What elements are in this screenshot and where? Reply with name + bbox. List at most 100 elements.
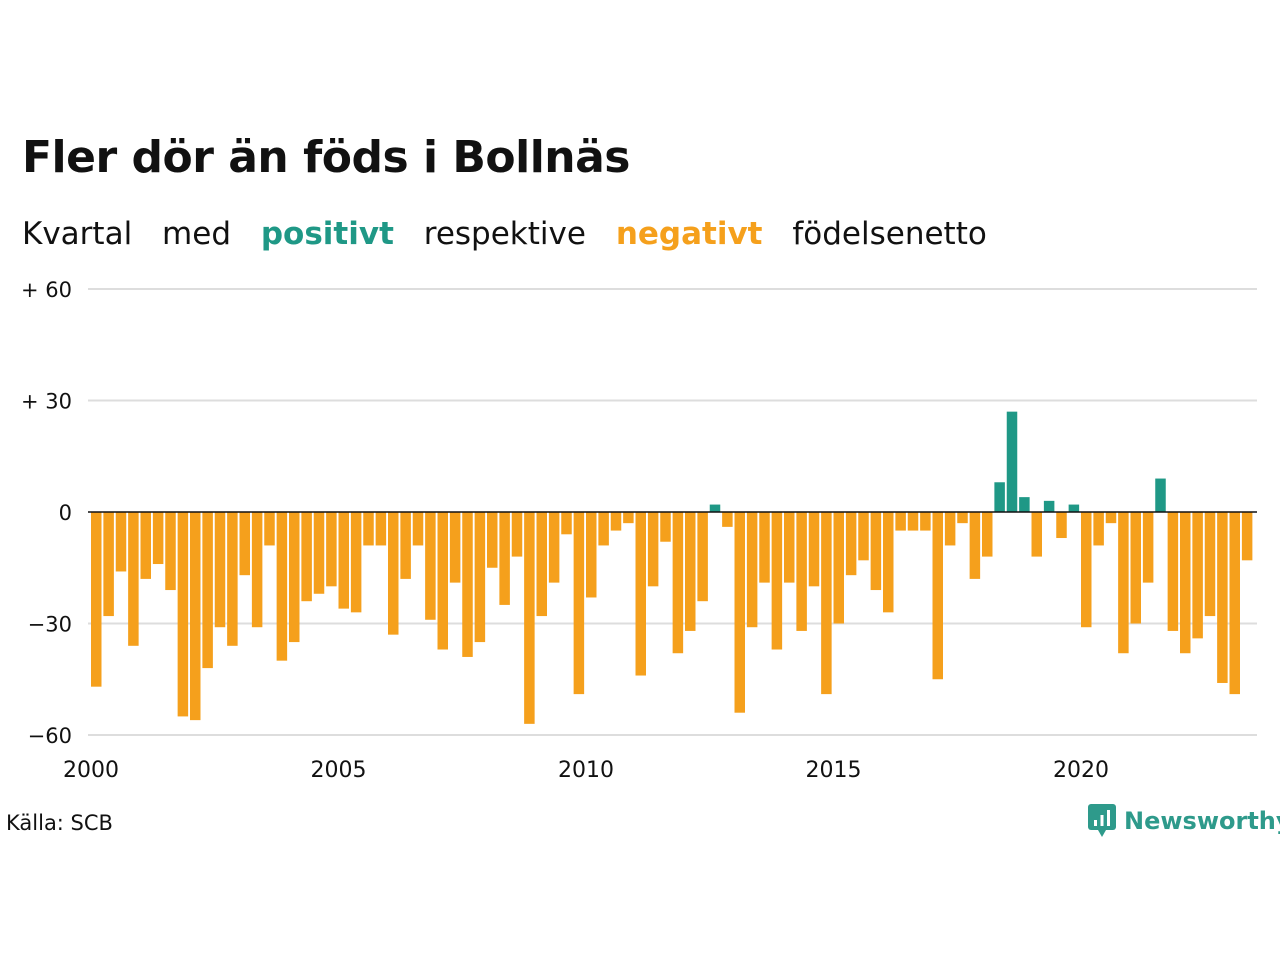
bar: [1241, 512, 1253, 561]
bar: [462, 512, 473, 657]
bar: [251, 512, 263, 628]
bar: [1155, 478, 1166, 512]
bar: [808, 512, 820, 587]
bar: [289, 512, 300, 643]
bar: [1056, 512, 1067, 539]
y-tick-label: + 60: [21, 278, 72, 302]
bar: [685, 512, 696, 631]
bar: [548, 512, 560, 583]
bar: [536, 512, 547, 617]
bar: [363, 512, 374, 546]
subtitle-respektive: respektive: [423, 216, 586, 252]
bar: [103, 512, 114, 617]
bar: [152, 512, 164, 565]
chart-title: Fler dör än föds i Bollnäs: [22, 132, 630, 183]
bar: [190, 512, 201, 721]
bar: [1142, 512, 1154, 583]
source-note: Källa: SCB: [6, 811, 113, 835]
x-tick-label: 2005: [311, 758, 367, 783]
bar: [449, 512, 461, 583]
bar: [425, 512, 436, 620]
bar: [375, 512, 387, 546]
bar: [722, 512, 733, 527]
bar: [326, 512, 337, 587]
bar: [821, 512, 832, 695]
bar: [313, 512, 325, 594]
y-tick-label: −30: [28, 613, 72, 637]
bar: [845, 512, 857, 576]
bar: [771, 512, 783, 650]
bar: [128, 512, 139, 646]
newsworthy-logo: Newsworthy: [1088, 804, 1280, 838]
bar: [474, 512, 486, 643]
bar: [1130, 512, 1141, 624]
bar: [895, 512, 906, 531]
bar: [907, 512, 919, 531]
bar: [1068, 504, 1080, 512]
bar: [672, 512, 684, 654]
bar: [239, 512, 250, 576]
bar: [338, 512, 349, 609]
bar: [734, 512, 745, 713]
bar: [264, 512, 275, 546]
bar: [920, 512, 931, 531]
bar: [227, 512, 238, 646]
bar: [1105, 512, 1117, 524]
bar: [623, 512, 634, 524]
subtitle-positive-word: positivt: [260, 216, 394, 252]
subtitle-fodelsenetto: födelsenetto: [792, 216, 987, 252]
bar: [994, 482, 1005, 512]
bar: [524, 512, 535, 724]
bar: [1118, 512, 1129, 654]
bar: [573, 512, 585, 695]
bar: [697, 512, 708, 602]
bar: [870, 512, 882, 591]
bar: [91, 512, 102, 687]
chart-subtitle: Kvartal med positivt respektive negativt…: [22, 216, 1007, 252]
x-tick-label: 2000: [63, 758, 119, 783]
bar: [140, 512, 151, 579]
bar: [487, 512, 498, 568]
bar: [1192, 512, 1203, 639]
bar: [759, 512, 770, 583]
bar: [1081, 512, 1092, 628]
bar-chart: + 60 + 30 0 −30 −60 2000 2005 2010 2015 2020: [21, 278, 1257, 783]
y-tick-label: + 30: [21, 390, 72, 414]
bar: [276, 512, 288, 661]
bar: [437, 512, 448, 650]
bar: [982, 512, 993, 557]
bar: [1031, 512, 1042, 557]
bar: [858, 512, 869, 561]
bar: [586, 512, 597, 598]
bar: [969, 512, 981, 579]
bar: [1229, 512, 1240, 695]
bar: [598, 512, 609, 546]
x-tick-label: 2015: [806, 758, 862, 783]
bar: [499, 512, 510, 605]
bar: [796, 512, 807, 631]
bar: [957, 512, 968, 524]
bar: [784, 512, 795, 583]
x-axis-labels: 2000 2005 2010 2015 2020: [63, 758, 1109, 783]
bar: [388, 512, 399, 635]
bar: [635, 512, 646, 676]
bar: [177, 512, 189, 717]
subtitle-negative-word: negativt: [615, 216, 763, 252]
bar: [165, 512, 176, 591]
bar: [1006, 411, 1018, 512]
x-tick-label: 2020: [1053, 758, 1109, 783]
logo-text: Newsworthy: [1124, 807, 1280, 835]
bar: [1043, 500, 1055, 512]
bars: [91, 411, 1253, 724]
bar: [1019, 497, 1030, 512]
bar: [511, 512, 523, 557]
bar: [214, 512, 226, 628]
subtitle-kvartal: Kvartal: [22, 216, 133, 252]
bar: [350, 512, 362, 613]
bar: [115, 512, 127, 572]
y-axis-labels: + 60 + 30 0 −30 −60: [21, 278, 72, 748]
bar: [709, 504, 721, 512]
bar: [561, 512, 572, 535]
bar: [746, 512, 758, 628]
bar: [1204, 512, 1216, 617]
